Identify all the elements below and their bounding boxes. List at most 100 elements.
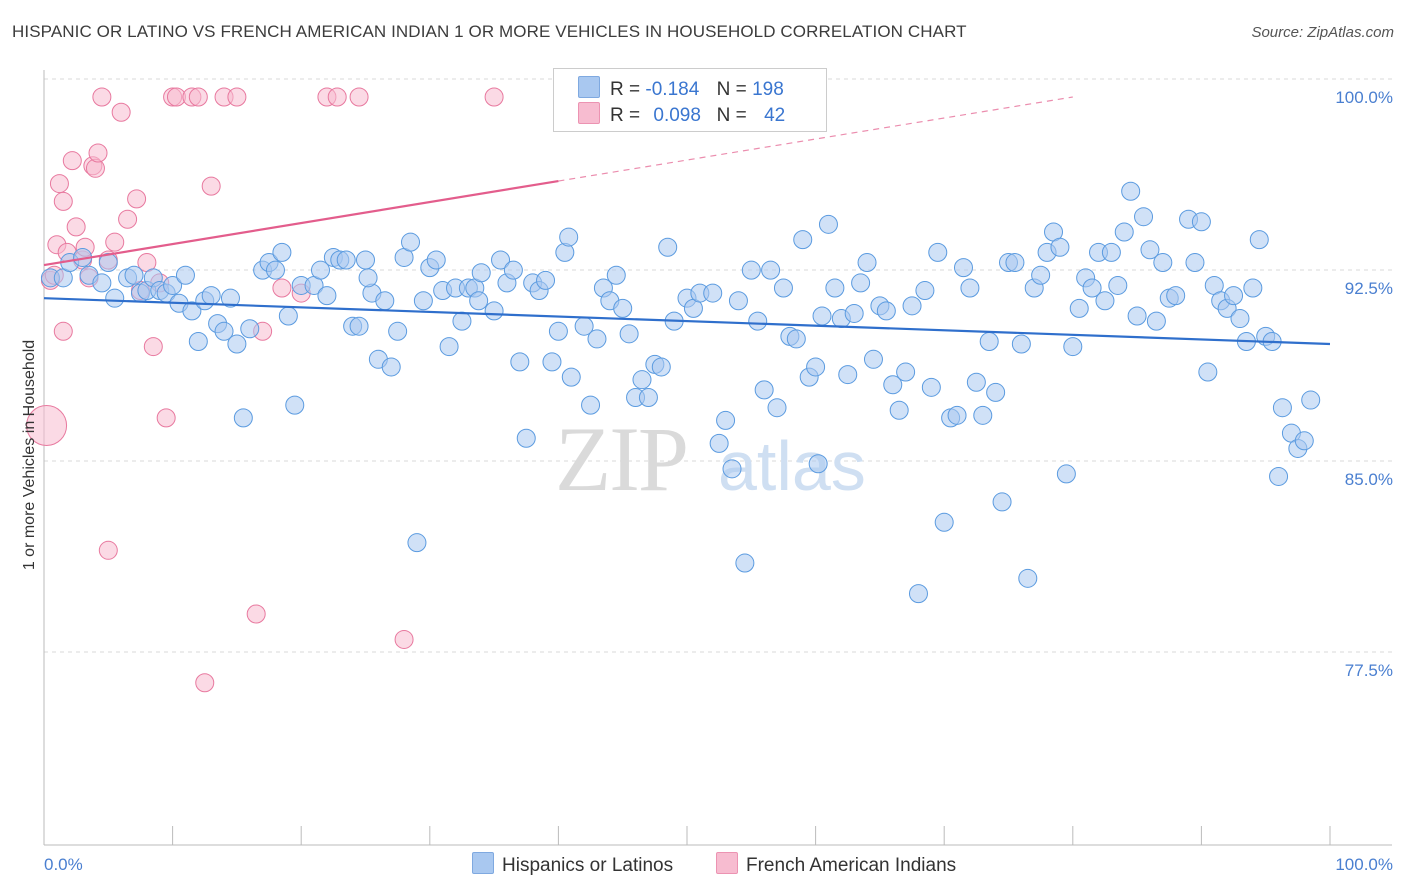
data-point — [986, 382, 1006, 402]
x-ticks — [43, 826, 1331, 845]
bottom-legend-swatch-hispanic — [472, 852, 494, 874]
data-point — [1005, 253, 1025, 273]
data-point — [1153, 253, 1173, 273]
data-point — [394, 629, 414, 649]
data-point — [1031, 265, 1051, 285]
data-point — [336, 250, 356, 270]
grid-lines — [44, 78, 1392, 653]
data-point — [272, 278, 292, 298]
data-point — [1185, 253, 1205, 273]
trend-layer — [43, 96, 1331, 346]
data-point — [1140, 240, 1160, 260]
legend-r-value: 0.098 — [653, 105, 701, 126]
data-point — [246, 604, 266, 624]
data-point — [863, 349, 883, 369]
data-point — [581, 395, 601, 415]
data-point — [381, 357, 401, 377]
data-point — [902, 296, 922, 316]
data-point — [1272, 398, 1292, 418]
data-point — [587, 329, 607, 349]
bottom-legend-swatch-french — [716, 852, 738, 874]
data-point — [111, 102, 131, 122]
legend-r-value: -0.184 — [645, 79, 700, 100]
data-point — [825, 278, 845, 298]
y-tick-label: 77.5% — [1345, 661, 1393, 680]
bottom-legend-french: French American Indians — [716, 852, 956, 877]
legend-r-label: R = — [610, 105, 641, 126]
data-point — [1114, 222, 1134, 242]
legend-n-value: 198 — [752, 79, 784, 100]
data-point — [195, 673, 215, 693]
bottom-legend-label: French American Indians — [746, 855, 957, 876]
data-point — [26, 405, 68, 447]
y-tick-label: 85.0% — [1345, 470, 1393, 489]
data-point — [1069, 298, 1089, 318]
data-point — [953, 258, 973, 278]
data-point — [105, 232, 125, 252]
data-point — [1191, 212, 1211, 232]
data-point — [1011, 334, 1031, 354]
data-point — [349, 316, 369, 336]
data-point — [188, 331, 208, 351]
data-point — [844, 303, 864, 323]
trend-line — [43, 297, 1331, 346]
data-point — [356, 250, 375, 270]
data-point — [62, 151, 82, 171]
data-point — [510, 352, 530, 372]
data-point — [1230, 309, 1250, 329]
data-point — [992, 492, 1012, 512]
data-point — [285, 395, 305, 415]
data-point — [536, 270, 556, 290]
chart-title: HISPANIC OR LATINO VS FRENCH AMERICAN IN… — [12, 22, 967, 41]
data-point — [741, 260, 761, 280]
data-point — [1294, 431, 1314, 451]
data-point — [1127, 306, 1147, 326]
data-point — [889, 400, 909, 420]
data-point — [561, 367, 581, 387]
data-point — [143, 337, 163, 357]
data-point — [1063, 337, 1083, 357]
watermark-atlas: atlas — [718, 427, 866, 505]
data-point — [818, 214, 838, 234]
y-axis-title: 1 or more Vehicles in Household — [21, 340, 38, 570]
data-point — [53, 321, 73, 341]
data-point — [201, 176, 221, 196]
data-point — [233, 408, 253, 428]
data-point — [632, 370, 652, 390]
axes — [43, 70, 1392, 846]
x-tick-label-max: 100.0% — [1335, 855, 1393, 874]
data-point — [638, 388, 658, 408]
data-point — [928, 242, 948, 262]
data-point — [124, 265, 144, 285]
data-point — [613, 298, 633, 318]
data-point — [88, 143, 108, 163]
data-point — [413, 291, 433, 311]
legend-swatch-french — [578, 102, 600, 124]
data-point — [175, 265, 195, 285]
legend-n-label: N = — [716, 105, 747, 126]
data-point — [127, 189, 147, 209]
data-point — [92, 87, 112, 107]
data-point — [358, 268, 378, 288]
data-point — [188, 87, 208, 107]
data-point — [947, 405, 967, 425]
legend-row-french: R = 0.098 N = 42 — [578, 102, 785, 126]
data-point — [227, 87, 247, 107]
y-tick-labels: 100.0% 92.5% 85.0% 77.5% — [1335, 88, 1393, 680]
data-point — [265, 260, 285, 280]
trend-line — [43, 179, 559, 267]
data-point — [452, 311, 472, 331]
data-point — [716, 410, 736, 430]
data-point — [484, 301, 504, 321]
data-point — [709, 433, 729, 453]
data-point — [1101, 242, 1121, 262]
x-tick-label-min: 0.0% — [44, 855, 83, 874]
data-point — [118, 209, 138, 229]
legend-row-hispanic: R = -0.184 N = 198 — [578, 76, 784, 100]
data-point — [272, 242, 292, 262]
data-point — [934, 512, 954, 532]
data-point — [317, 286, 337, 306]
data-point — [979, 331, 999, 351]
legend-r-label: R = — [610, 79, 641, 100]
data-point — [1243, 278, 1263, 298]
